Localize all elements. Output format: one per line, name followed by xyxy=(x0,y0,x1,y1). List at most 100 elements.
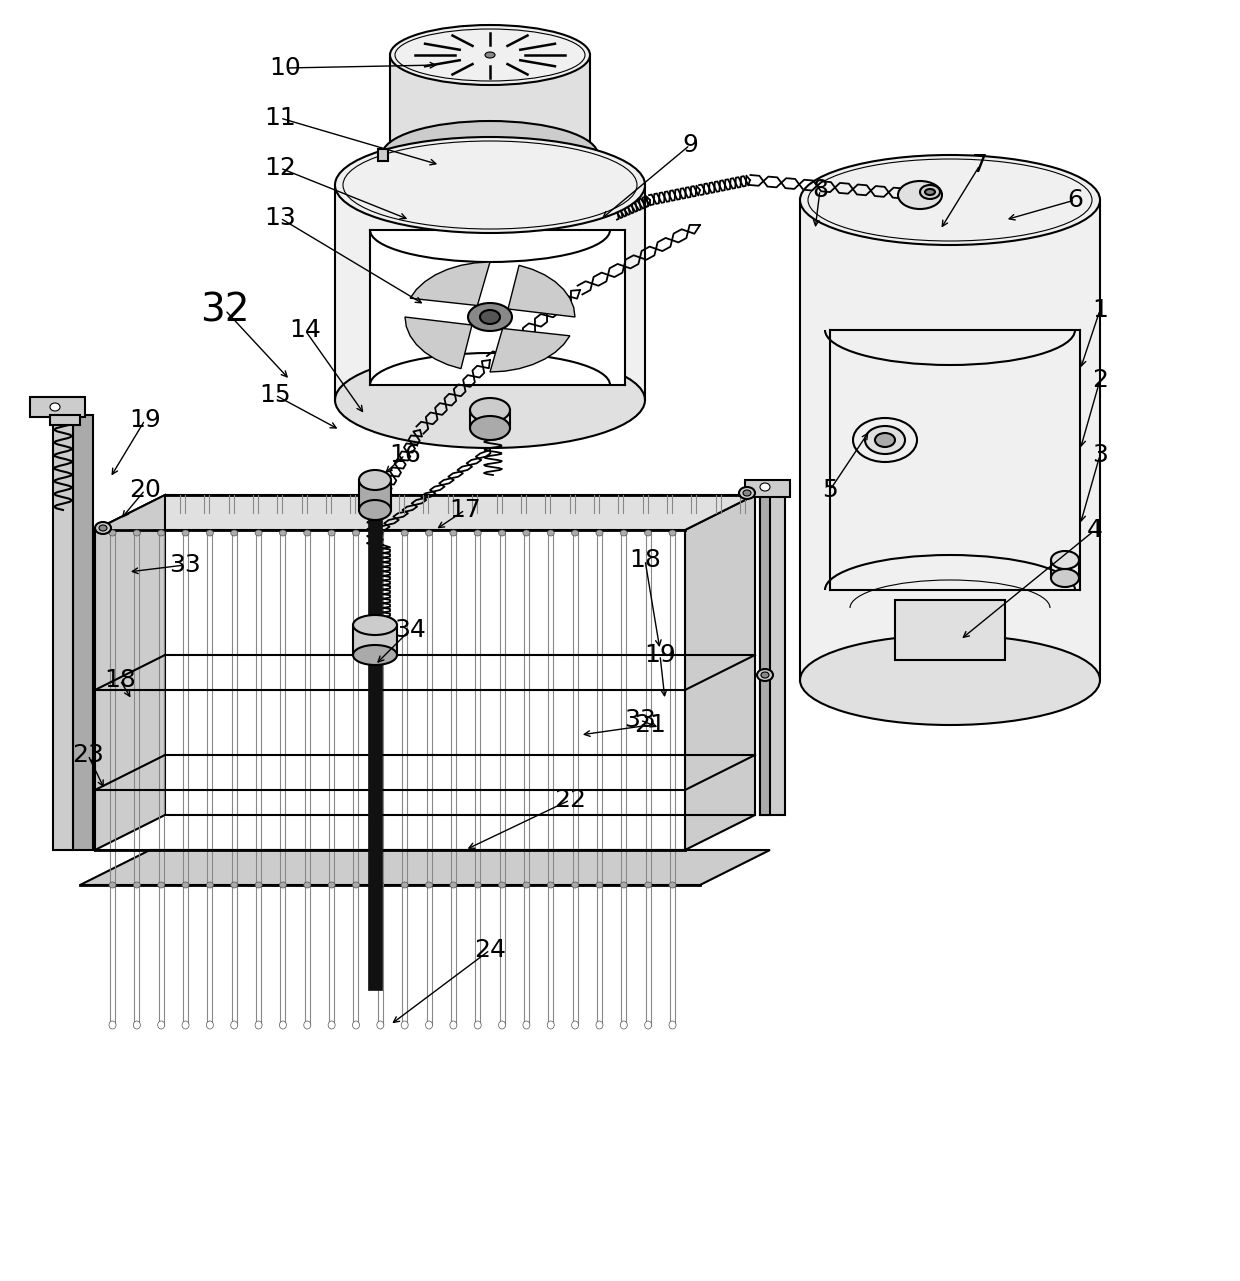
Text: 18: 18 xyxy=(104,667,136,692)
Ellipse shape xyxy=(498,883,506,888)
Ellipse shape xyxy=(353,646,397,665)
Ellipse shape xyxy=(109,530,117,535)
Polygon shape xyxy=(410,263,490,306)
Ellipse shape xyxy=(920,184,940,199)
Ellipse shape xyxy=(498,1021,506,1029)
Ellipse shape xyxy=(425,883,433,888)
Ellipse shape xyxy=(182,883,188,888)
Polygon shape xyxy=(370,231,625,386)
Ellipse shape xyxy=(402,530,408,535)
Ellipse shape xyxy=(596,1021,603,1029)
Ellipse shape xyxy=(134,1021,140,1029)
Text: 33: 33 xyxy=(624,708,656,731)
Text: 8: 8 xyxy=(812,178,828,202)
Ellipse shape xyxy=(157,530,165,535)
Ellipse shape xyxy=(523,1021,529,1029)
Ellipse shape xyxy=(329,1021,335,1029)
Ellipse shape xyxy=(50,404,60,411)
Ellipse shape xyxy=(391,26,590,85)
Ellipse shape xyxy=(352,1021,360,1029)
Ellipse shape xyxy=(360,470,391,491)
Ellipse shape xyxy=(157,1021,165,1029)
Text: 15: 15 xyxy=(259,383,291,407)
Ellipse shape xyxy=(645,883,652,888)
Ellipse shape xyxy=(596,883,603,888)
Ellipse shape xyxy=(1052,551,1079,569)
Polygon shape xyxy=(405,316,472,369)
Bar xyxy=(895,600,1004,660)
Ellipse shape xyxy=(875,433,895,447)
Ellipse shape xyxy=(898,181,942,209)
Ellipse shape xyxy=(645,1021,652,1029)
Text: 34: 34 xyxy=(394,617,425,642)
Ellipse shape xyxy=(109,1021,117,1029)
Text: 6: 6 xyxy=(1066,188,1083,211)
Text: 22: 22 xyxy=(554,788,587,812)
Ellipse shape xyxy=(255,1021,262,1029)
Ellipse shape xyxy=(739,487,755,500)
Text: 2: 2 xyxy=(1092,368,1109,392)
Text: 13: 13 xyxy=(264,206,296,231)
Text: 21: 21 xyxy=(634,714,666,737)
Polygon shape xyxy=(81,851,770,885)
Polygon shape xyxy=(391,55,590,155)
Ellipse shape xyxy=(157,883,165,888)
Ellipse shape xyxy=(134,883,140,888)
Ellipse shape xyxy=(134,530,140,535)
Text: 19: 19 xyxy=(644,643,676,667)
Ellipse shape xyxy=(523,883,529,888)
Ellipse shape xyxy=(474,530,481,535)
Ellipse shape xyxy=(304,530,311,535)
Ellipse shape xyxy=(523,530,529,535)
Text: 5: 5 xyxy=(822,478,838,502)
Ellipse shape xyxy=(99,525,107,532)
Polygon shape xyxy=(335,184,645,400)
Ellipse shape xyxy=(480,310,500,324)
Polygon shape xyxy=(95,494,755,530)
Ellipse shape xyxy=(547,530,554,535)
Text: 24: 24 xyxy=(474,938,506,962)
Ellipse shape xyxy=(206,883,213,888)
Polygon shape xyxy=(353,625,397,655)
Ellipse shape xyxy=(866,427,905,453)
Ellipse shape xyxy=(620,530,627,535)
Ellipse shape xyxy=(206,530,213,535)
Ellipse shape xyxy=(645,530,652,535)
Ellipse shape xyxy=(377,1021,384,1029)
Ellipse shape xyxy=(743,491,751,496)
Text: 3: 3 xyxy=(1092,443,1107,468)
Ellipse shape xyxy=(620,1021,627,1029)
Polygon shape xyxy=(30,397,86,418)
Polygon shape xyxy=(95,530,684,851)
Polygon shape xyxy=(684,494,755,851)
Ellipse shape xyxy=(182,1021,188,1029)
Ellipse shape xyxy=(853,418,918,462)
Text: 10: 10 xyxy=(269,56,301,79)
Ellipse shape xyxy=(231,883,238,888)
Text: 7: 7 xyxy=(972,152,988,177)
Ellipse shape xyxy=(182,530,188,535)
Text: 32: 32 xyxy=(200,291,249,329)
Polygon shape xyxy=(368,491,382,990)
Ellipse shape xyxy=(95,521,112,534)
Polygon shape xyxy=(490,328,570,371)
Ellipse shape xyxy=(329,883,335,888)
Ellipse shape xyxy=(756,669,773,681)
Ellipse shape xyxy=(498,530,506,535)
Ellipse shape xyxy=(596,530,603,535)
Ellipse shape xyxy=(304,1021,311,1029)
Ellipse shape xyxy=(485,53,495,58)
Polygon shape xyxy=(508,265,575,316)
Ellipse shape xyxy=(620,883,627,888)
Ellipse shape xyxy=(925,190,935,195)
Ellipse shape xyxy=(382,120,598,190)
Ellipse shape xyxy=(467,304,512,330)
Text: 12: 12 xyxy=(264,156,296,181)
Polygon shape xyxy=(50,415,81,425)
Polygon shape xyxy=(360,480,391,510)
Ellipse shape xyxy=(402,1021,408,1029)
Ellipse shape xyxy=(474,883,481,888)
Ellipse shape xyxy=(304,883,311,888)
Ellipse shape xyxy=(206,1021,213,1029)
Ellipse shape xyxy=(450,530,456,535)
